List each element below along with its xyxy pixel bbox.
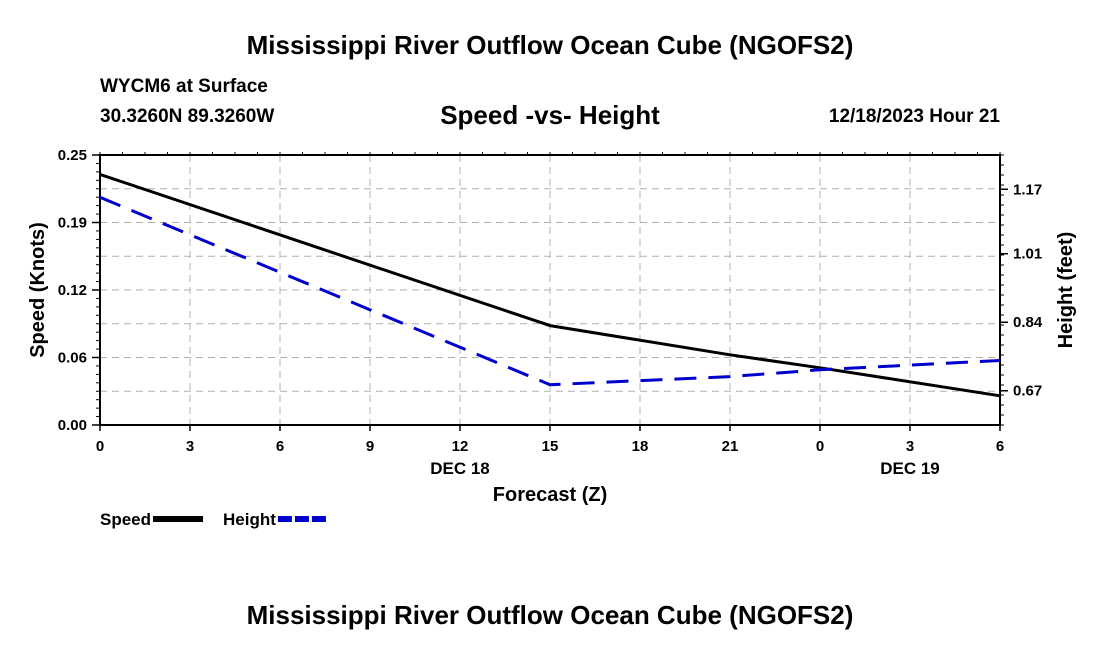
y-tick-label-left: 0.19 bbox=[58, 215, 87, 232]
x-tick-label: 21 bbox=[722, 438, 739, 455]
y-tick-label-right: 0.84 bbox=[1013, 314, 1043, 331]
speed-height-chart: 0 3 6 9 12 15 18 21 0 3 6 DEC 18 DEC 19 Forecast (Z) 0… bbox=[27, 147, 1077, 529]
y-axis-title-right: Height (feet) bbox=[1055, 232, 1077, 349]
x-tick-label: 9 bbox=[366, 438, 374, 455]
footer-title: Mississippi River Outflow Ocean Cube (NG… bbox=[246, 600, 854, 630]
date-label: DEC 19 bbox=[880, 459, 940, 478]
y-axis-title-left: Speed (Knots) bbox=[27, 222, 49, 358]
x-tick-label: 3 bbox=[906, 438, 914, 455]
chart-subtitle: Speed -vs- Height bbox=[440, 100, 660, 130]
chart-title: Mississippi River Outflow Ocean Cube (NG… bbox=[246, 30, 854, 60]
forecast-datetime: 12/18/2023 Hour 21 bbox=[828, 106, 1000, 127]
x-tick-label: 12 bbox=[452, 438, 469, 455]
legend: Speed Height bbox=[100, 510, 328, 529]
y-tick-label-right: 0.67 bbox=[1013, 383, 1042, 400]
x-axis-title: Forecast (Z) bbox=[493, 484, 607, 506]
series bbox=[99, 172, 1001, 398]
x-tick-label: 15 bbox=[542, 438, 559, 455]
x-tick-label: 0 bbox=[816, 438, 824, 455]
y-tick-label-left: 0.25 bbox=[58, 147, 87, 164]
x-tick-label: 0 bbox=[96, 438, 104, 455]
station-coordinates: 30.3260N 89.3260W bbox=[100, 106, 275, 127]
y-tick-label-right: 1.17 bbox=[1013, 181, 1042, 198]
y-tick-label-left: 0.12 bbox=[58, 282, 87, 299]
plot-frame bbox=[99, 154, 1001, 426]
x-tick-label: 6 bbox=[276, 438, 284, 455]
series-line-speed bbox=[99, 172, 1001, 398]
y-tick-label-left: 0.00 bbox=[58, 417, 87, 434]
x-tick-label: 6 bbox=[996, 438, 1004, 455]
legend-label-height: Height bbox=[223, 510, 276, 529]
date-label: DEC 18 bbox=[430, 459, 490, 478]
x-tick-label: 3 bbox=[186, 438, 194, 455]
station-label: WYCM6 at Surface bbox=[100, 76, 268, 97]
x-tick-label: 18 bbox=[632, 438, 649, 455]
axis-labels: 0 3 6 9 12 15 18 21 0 3 6 DEC 18 DEC 19 Forecast (Z) 0… bbox=[27, 147, 1077, 506]
series-line-height bbox=[99, 195, 1001, 387]
legend-label-speed: Speed bbox=[100, 510, 151, 529]
y-tick-label-right: 1.01 bbox=[1013, 246, 1042, 263]
y-tick-label-left: 0.06 bbox=[58, 350, 87, 367]
